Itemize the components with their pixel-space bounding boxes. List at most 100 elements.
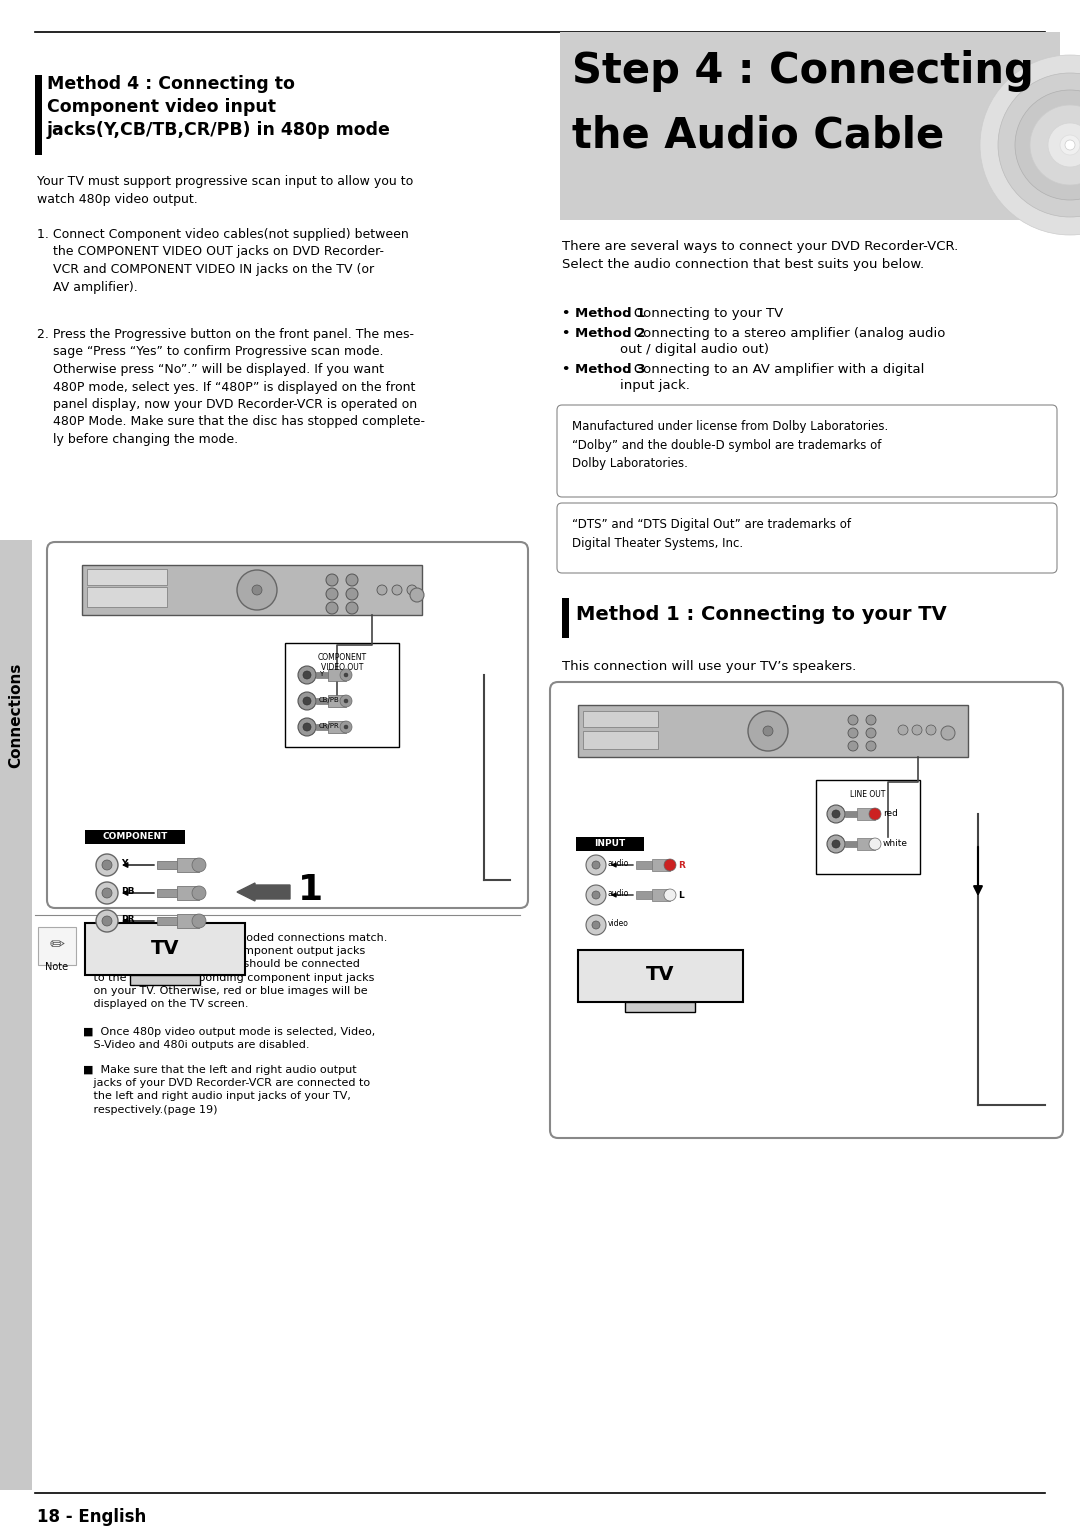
Bar	[87, 588, 167, 607]
Text: Step 4 : Connecting: Step 4 : Connecting	[572, 50, 1034, 92]
FancyBboxPatch shape	[557, 404, 1057, 497]
Circle shape	[303, 671, 311, 679]
FancyBboxPatch shape	[557, 504, 1057, 572]
Bar	[328, 694, 346, 707]
Bar	[157, 861, 177, 868]
Circle shape	[96, 882, 118, 903]
Circle shape	[298, 665, 316, 684]
Text: out / digital audio out): out / digital audio out)	[620, 343, 769, 356]
Text: • Method 2: • Method 2	[562, 327, 646, 340]
FancyBboxPatch shape	[550, 682, 1063, 1138]
Circle shape	[866, 728, 876, 739]
Text: white: white	[883, 839, 908, 848]
Text: red: red	[883, 809, 897, 818]
Bar	[316, 723, 328, 729]
Bar	[561, 32, 1059, 220]
Circle shape	[102, 916, 112, 926]
Bar	[316, 671, 328, 678]
Circle shape	[340, 668, 352, 681]
Circle shape	[346, 601, 357, 613]
Circle shape	[1048, 124, 1080, 166]
Text: LINE OUT: LINE OUT	[850, 790, 886, 800]
Text: 2. Press the Progressive button on the front panel. The mes-
    sage “Press “Ye: 2. Press the Progressive button on the f…	[37, 328, 426, 446]
Bar	[625, 1003, 696, 1012]
Circle shape	[869, 807, 881, 819]
Circle shape	[237, 571, 276, 610]
Text: : Connecting to your TV: : Connecting to your TV	[621, 307, 783, 320]
Circle shape	[586, 855, 606, 874]
Bar	[652, 890, 670, 900]
Text: audio: audio	[608, 888, 630, 897]
Bar	[576, 836, 644, 852]
Circle shape	[326, 601, 338, 613]
Bar	[177, 887, 199, 900]
Bar	[578, 705, 968, 757]
Text: 1. Connect Component video cables(not supplied) between
    the COMPONENT VIDEO : 1. Connect Component video cables(not su…	[37, 227, 408, 293]
Circle shape	[1059, 134, 1080, 156]
Circle shape	[410, 588, 424, 601]
Text: TV: TV	[151, 938, 179, 957]
Text: 1: 1	[297, 873, 323, 906]
Circle shape	[592, 861, 600, 868]
Circle shape	[592, 922, 600, 929]
Bar	[858, 838, 875, 850]
Text: ■  Make sure that the color coded connections match.
   That is, the Y, Pb and P: ■ Make sure that the color coded connect…	[83, 932, 388, 1009]
Circle shape	[762, 726, 773, 736]
Bar	[636, 861, 652, 868]
Bar	[177, 914, 199, 928]
Text: input jack.: input jack.	[620, 378, 690, 392]
Bar	[845, 810, 858, 816]
Bar	[130, 975, 200, 984]
Text: ■  Make sure that the left and right audio output
   jacks of your DVD Recorder-: ■ Make sure that the left and right audi…	[83, 1065, 370, 1114]
Bar	[583, 711, 658, 726]
Circle shape	[848, 716, 858, 725]
Bar	[328, 668, 346, 681]
Circle shape	[586, 885, 606, 905]
Bar	[38, 926, 76, 964]
Text: ✏: ✏	[50, 935, 65, 954]
Text: COMPONENT
VIDEO OUT: COMPONENT VIDEO OUT	[318, 653, 366, 673]
Text: Manufactured under license from Dolby Laboratories.
“Dolby” and the double-D sym: Manufactured under license from Dolby La…	[572, 420, 888, 470]
Circle shape	[346, 574, 357, 586]
Circle shape	[340, 694, 352, 707]
Circle shape	[848, 742, 858, 751]
Text: Y: Y	[121, 859, 127, 868]
Text: • Method 3: • Method 3	[562, 363, 646, 375]
Circle shape	[866, 742, 876, 751]
Circle shape	[866, 716, 876, 725]
Circle shape	[345, 699, 348, 703]
Circle shape	[102, 861, 112, 870]
Circle shape	[664, 890, 676, 900]
Circle shape	[96, 855, 118, 876]
Circle shape	[298, 719, 316, 736]
Bar	[35, 75, 42, 156]
Text: PB: PB	[121, 888, 135, 896]
Circle shape	[303, 697, 311, 705]
Text: Your TV must support progressive scan input to allow you to
watch 480p video out: Your TV must support progressive scan in…	[37, 175, 414, 206]
Text: : Connecting to an AV amplifier with a digital: : Connecting to an AV amplifier with a d…	[621, 363, 924, 375]
Text: video: video	[608, 919, 629, 928]
Text: L: L	[678, 891, 684, 899]
Text: Connections: Connections	[9, 662, 24, 768]
Circle shape	[592, 891, 600, 899]
Text: TV: TV	[646, 966, 674, 984]
Text: 18 - English: 18 - English	[37, 1508, 146, 1526]
Bar	[636, 891, 652, 899]
Circle shape	[832, 839, 840, 848]
Bar	[85, 830, 185, 844]
Bar	[328, 720, 346, 732]
FancyBboxPatch shape	[285, 642, 399, 748]
Bar	[82, 565, 422, 615]
Circle shape	[1030, 105, 1080, 185]
Circle shape	[340, 720, 352, 732]
Circle shape	[832, 810, 840, 818]
Text: : Connecting to a stereo amplifier (analog audio: : Connecting to a stereo amplifier (anal…	[621, 327, 945, 340]
Circle shape	[912, 725, 922, 736]
Bar	[177, 858, 199, 871]
Text: audio: audio	[608, 859, 630, 867]
Bar	[858, 807, 875, 819]
Text: R: R	[678, 861, 685, 870]
Bar	[316, 697, 328, 703]
Circle shape	[998, 73, 1080, 217]
Circle shape	[345, 725, 348, 729]
